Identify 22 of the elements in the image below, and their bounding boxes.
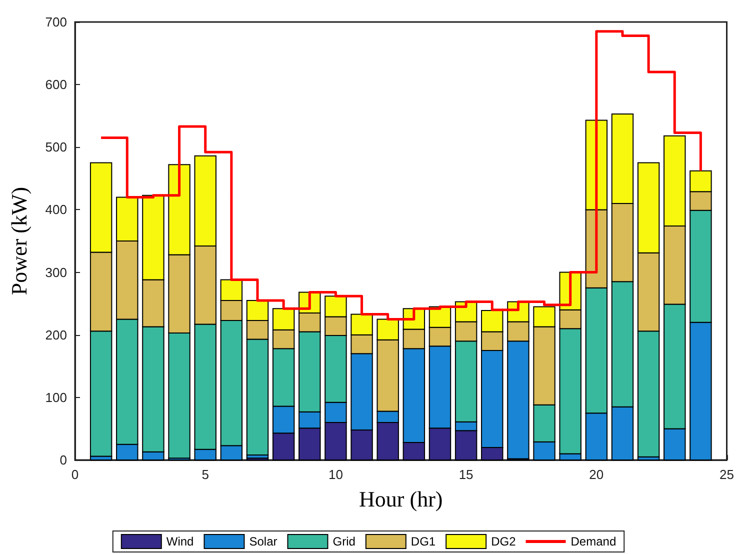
x-tick-label: 20 [589,467,604,482]
legend-label: Demand [570,534,616,548]
y-axis-title: Power (kW) [6,186,32,296]
x-tick-label: 5 [202,467,209,482]
y-tick-label: 500 [45,140,67,155]
legend-label: Wind [166,534,194,548]
legend-label: DG1 [410,534,436,548]
y-tick-label: 400 [45,202,67,218]
x-tick-label: 15 [458,467,474,482]
x-tick-label: 25 [720,467,734,482]
y-tick-label: 200 [45,327,67,342]
legend-label: Solar [249,534,278,548]
legend-label: DG2 [491,534,516,548]
x-tick-label: 0 [71,467,79,482]
y-tick-label: 700 [45,14,67,30]
x-axis-title: Hour (hr) [359,486,443,512]
y-tick-label: 300 [45,264,67,280]
y-tick-label: 0 [60,452,67,468]
y-tick-label: 100 [45,390,67,405]
legend-label: Grid [332,534,356,548]
y-tick-label: 600 [45,77,67,92]
x-tick-label: 10 [328,467,343,482]
